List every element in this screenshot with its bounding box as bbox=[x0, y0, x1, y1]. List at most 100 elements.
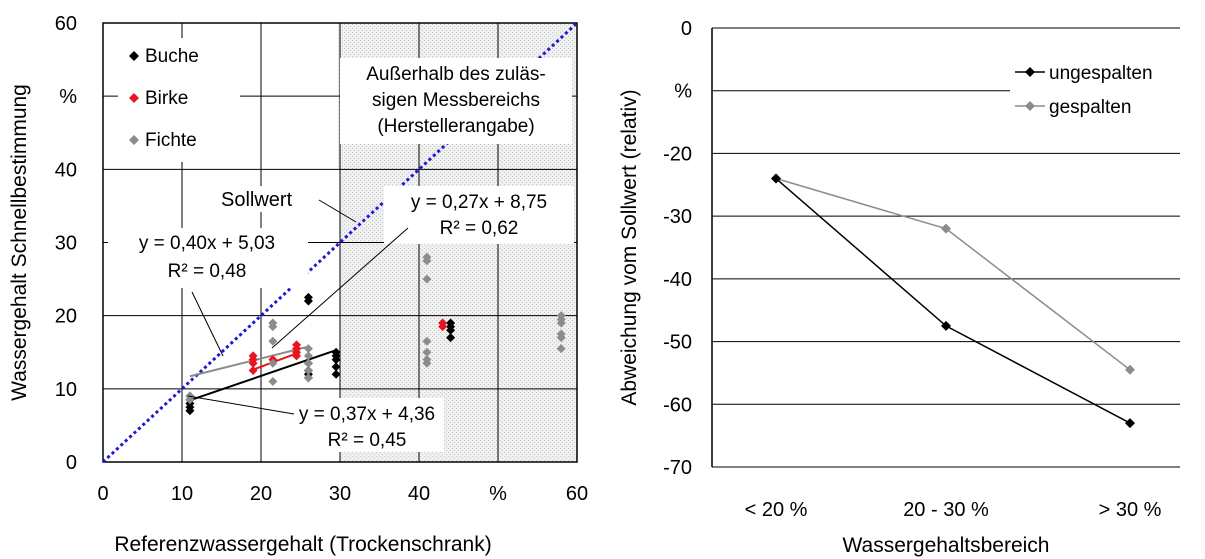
point-fichte bbox=[422, 274, 432, 284]
legend-box bbox=[118, 38, 240, 162]
legend-label: Buche bbox=[145, 46, 199, 67]
x-tick-label: > 30 % bbox=[1099, 499, 1162, 521]
point-birke bbox=[248, 366, 258, 376]
trendline-equation: R² = 0,62 bbox=[440, 218, 519, 239]
y-tick-label: -50 bbox=[663, 332, 692, 354]
legend-marker-buche bbox=[129, 51, 139, 61]
x-tick-label: 10 bbox=[171, 483, 193, 505]
point-fichte bbox=[556, 329, 566, 339]
series-line-gespalten bbox=[775, 177, 1131, 371]
point-fichte bbox=[422, 252, 432, 262]
point-fichte bbox=[556, 344, 566, 354]
point-fichte bbox=[303, 351, 313, 361]
point-fichte bbox=[268, 358, 278, 368]
y-tick-label: % bbox=[674, 81, 692, 103]
x-tick-label: 30 bbox=[329, 483, 351, 505]
legend-label: Birke bbox=[145, 88, 188, 109]
x-tick-label: < 20 % bbox=[745, 499, 808, 521]
plot-frame bbox=[102, 22, 578, 463]
y-tick-label: 0 bbox=[681, 18, 692, 40]
point-fichte bbox=[556, 311, 566, 321]
y-axis-label: Wassergehalt Schnellbestimmung bbox=[8, 84, 31, 401]
point-fichte bbox=[268, 377, 278, 387]
x-tick-label: 60 bbox=[566, 483, 588, 505]
point-fichte bbox=[422, 347, 432, 357]
x-tick-label: 20 - 30 % bbox=[903, 499, 989, 521]
trendline-buche bbox=[189, 349, 337, 402]
trendline-equation: R² = 0,48 bbox=[168, 261, 247, 282]
point-buche bbox=[331, 362, 341, 372]
x-tick-label: 20 bbox=[250, 483, 272, 505]
sollwert-label: Sollwert bbox=[221, 189, 293, 211]
trendline-equation: y = 0,40x + 5,03 bbox=[139, 233, 275, 254]
point-fichte bbox=[422, 336, 432, 346]
shaded-region-label: sigen Messbereichs bbox=[372, 90, 540, 111]
trendline-equation: R² = 0,45 bbox=[328, 430, 407, 451]
sollwert-leader bbox=[318, 199, 357, 223]
point-gespalten bbox=[941, 223, 951, 234]
point-fichte bbox=[422, 355, 432, 365]
trendline-fichte bbox=[189, 345, 309, 378]
y-tick-label: % bbox=[59, 86, 77, 108]
point-buche bbox=[331, 347, 341, 357]
point-buche bbox=[446, 333, 456, 343]
point-birke bbox=[438, 318, 448, 328]
trendline-label-box bbox=[290, 398, 444, 452]
y-tick-label: -60 bbox=[663, 394, 692, 416]
legend-label: ungespalten bbox=[1049, 63, 1153, 84]
legend-marker-birke bbox=[129, 93, 139, 103]
y-tick-label: 60 bbox=[55, 13, 77, 35]
point-fichte bbox=[303, 344, 313, 354]
trendline-equation: y = 0,27x + 8,75 bbox=[411, 192, 547, 213]
point-buche bbox=[446, 318, 456, 328]
point-fichte bbox=[268, 336, 278, 346]
x-axis-label: Referenzwassergehalt (Trockenschrank) bbox=[114, 533, 491, 556]
point-ungespalten bbox=[1125, 418, 1135, 429]
point-fichte bbox=[303, 358, 313, 368]
point-buche bbox=[331, 369, 341, 379]
y-tick-label: 0 bbox=[66, 452, 77, 474]
sollwert-label-box bbox=[216, 186, 322, 212]
scatter-chart: 0 10 20 30 40% 60 0 10 20 30 40% 60 Referenzwasserge… bbox=[8, 13, 588, 556]
legend-label: Fichte bbox=[145, 130, 197, 151]
y-tick-label: -30 bbox=[663, 206, 692, 228]
trendline-leader bbox=[191, 291, 224, 357]
point-fichte bbox=[303, 366, 313, 376]
x-axis-label: Wassergehaltsbereich bbox=[843, 534, 1050, 557]
y-tick-label: -20 bbox=[663, 143, 692, 165]
legend-label: gespalten bbox=[1049, 97, 1131, 118]
point-gespalten bbox=[1125, 364, 1135, 375]
point-buche bbox=[303, 292, 313, 302]
y-tick-label: 20 bbox=[55, 306, 77, 328]
legend-marker-gespalten bbox=[1025, 101, 1035, 111]
shaded-region-label: Außerhalb des zuläs- bbox=[366, 64, 546, 85]
point-birke bbox=[292, 340, 302, 350]
point-gespalten bbox=[771, 173, 781, 184]
shaded-region-label: (Herstellerangabe) bbox=[377, 116, 534, 137]
y-tick-label: 30 bbox=[55, 233, 77, 255]
series-line-ungespalten bbox=[775, 177, 1131, 424]
legend-marker-fichte bbox=[129, 135, 139, 145]
y-tick-label: 10 bbox=[55, 379, 77, 401]
y-tick-label: 40 bbox=[55, 159, 77, 181]
trendline-label-box bbox=[384, 186, 574, 244]
point-birke bbox=[248, 351, 258, 361]
y-tick-label: -70 bbox=[663, 457, 692, 479]
trendline-leader bbox=[271, 227, 409, 349]
trendline-leader bbox=[187, 395, 295, 415]
point-ungespalten bbox=[941, 320, 951, 331]
shaded-label-box bbox=[340, 58, 572, 144]
point-fichte bbox=[268, 318, 278, 328]
y-tick-label: -40 bbox=[663, 269, 692, 291]
trendline-equation: y = 0,37x + 4,36 bbox=[299, 404, 435, 425]
x-tick-label: 40 bbox=[408, 483, 430, 505]
point-ungespalten bbox=[771, 173, 781, 184]
x-tick-label: 0 bbox=[97, 483, 108, 505]
trendline-label-box bbox=[108, 228, 308, 288]
y-axis-label: Abweichung vom Sollwert (relativ) bbox=[618, 89, 641, 405]
legend-box bbox=[1010, 56, 1190, 138]
x-tick-label: % bbox=[489, 483, 507, 505]
point-fichte bbox=[303, 373, 313, 383]
legend-marker-ungespalten bbox=[1025, 67, 1035, 77]
